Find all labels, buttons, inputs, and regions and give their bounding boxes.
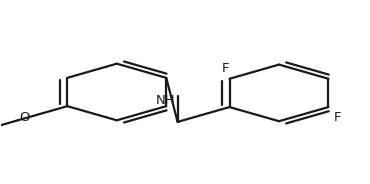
Text: NH: NH [155,94,175,107]
Text: F: F [222,62,229,75]
Text: O: O [19,111,30,123]
Text: F: F [334,111,342,124]
